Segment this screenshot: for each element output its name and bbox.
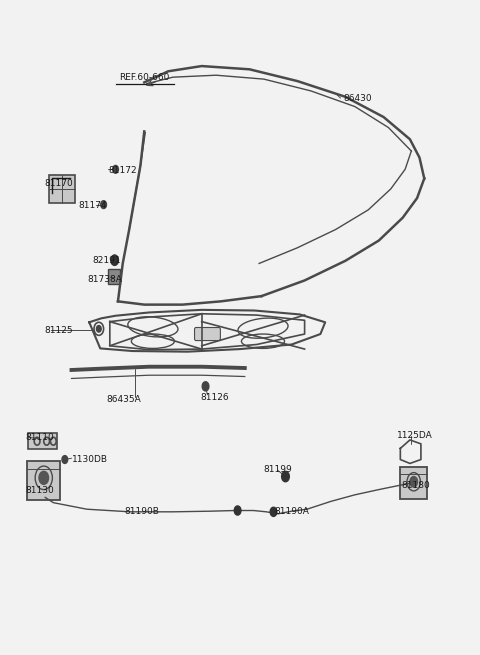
Text: 81174: 81174: [78, 202, 107, 210]
Circle shape: [113, 166, 119, 174]
Text: 1125DA: 1125DA: [397, 432, 433, 441]
Text: 81110: 81110: [25, 433, 54, 442]
Circle shape: [111, 255, 119, 265]
Text: 82191: 82191: [93, 256, 121, 265]
Circle shape: [96, 326, 101, 332]
Text: 81130: 81130: [25, 487, 54, 495]
Text: 81172: 81172: [108, 166, 137, 175]
Circle shape: [282, 472, 289, 481]
Text: 81190B: 81190B: [124, 508, 159, 516]
Text: 81126: 81126: [201, 393, 229, 402]
Circle shape: [101, 200, 107, 208]
Text: 86435A: 86435A: [106, 395, 141, 404]
Bar: [28, 434, 57, 449]
Text: 81738A: 81738A: [88, 274, 123, 284]
Circle shape: [39, 472, 48, 484]
FancyBboxPatch shape: [194, 328, 220, 341]
Bar: [27, 461, 60, 500]
Bar: [48, 174, 75, 203]
Bar: [400, 468, 427, 498]
Text: 81190A: 81190A: [275, 508, 309, 516]
Text: 81125: 81125: [45, 326, 73, 335]
Circle shape: [202, 382, 209, 391]
Text: 81170: 81170: [45, 179, 73, 188]
Text: 81199: 81199: [263, 466, 292, 474]
Text: 81180: 81180: [402, 481, 431, 490]
Text: 86430: 86430: [343, 94, 372, 103]
Text: REF.60-660: REF.60-660: [119, 73, 169, 83]
Circle shape: [410, 477, 418, 487]
Circle shape: [234, 506, 241, 515]
Circle shape: [62, 456, 68, 464]
Text: 1130DB: 1130DB: [72, 455, 108, 464]
Bar: [108, 269, 120, 284]
Circle shape: [270, 507, 277, 516]
